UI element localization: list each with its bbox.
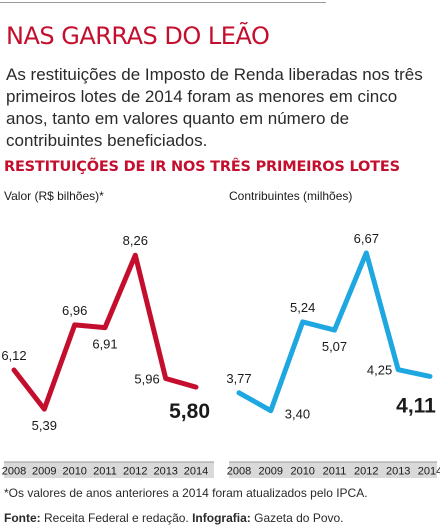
source-infografia-label: Infografia: (192, 511, 251, 525)
chart-1-axis-band (4, 462, 214, 478)
chart-1-tick-label: 2014 (184, 466, 208, 478)
chart-1-value-label: 5,96 (134, 372, 159, 387)
section-title: NAS GARRAS DO LEÃO (6, 22, 270, 50)
chart-2-tick-label: 2008 (227, 466, 251, 478)
chart-1-value-label: 5,80 (169, 400, 210, 423)
chart-1-value-label: 8,26 (123, 233, 148, 248)
footnote: *Os valores de anos anteriores a 2014 fo… (4, 486, 368, 500)
chart-2-value-label: 3,40 (285, 407, 310, 422)
chart-2-value-label: 5,24 (290, 300, 315, 315)
chart-2-value-label: 3,77 (226, 371, 251, 386)
charts-svg: Valor (R$ bilhões)* 6,12 5,39 6,96 6,91 8,26 5… (1, 189, 440, 478)
lede-paragraph: As restituições de Imposto de Renda libe… (6, 65, 423, 150)
chart-1-tick-label: 2010 (62, 466, 86, 478)
source-infografia-text: Gazeta do Povo. (254, 511, 344, 525)
source-fonte-text: Receita Federal e redação. (44, 511, 189, 525)
chart-2-tick-label: 2010 (290, 466, 314, 478)
chart-2-tick-label: 2013 (386, 466, 410, 478)
chart-1-series-line (11, 252, 199, 412)
chart-1-value-label: 5,39 (32, 418, 57, 433)
chart-2-value-label: 4,11 (396, 394, 436, 417)
chart-1-tick-label: 2008 (2, 466, 26, 478)
chart-2-value-label: 4,25 (367, 363, 392, 378)
chart-2-tick-label: 2011 (323, 466, 347, 478)
chart-1-value-label: 6,91 (92, 337, 117, 352)
chart-2-series-line (236, 250, 433, 414)
chart-1-value-label: 6,96 (62, 303, 87, 318)
chart-2-value-label: 6,67 (354, 231, 379, 246)
chart-title: RESTITUIÇÕES DE IR NOS TRÊS PRIMEIROS LO… (4, 159, 400, 175)
source-fonte-label: Fonte: (4, 511, 41, 525)
chart-1-value-label: 6,12 (1, 348, 26, 363)
chart-2-tick-label: 2012 (354, 466, 378, 478)
charts-area: Valor (R$ bilhões)* 6,12 5,39 6,96 6,91 8,26 5… (0, 180, 440, 480)
source-line: Fonte: Receita Federal e redação. Infogr… (4, 511, 344, 525)
chart-1-tick-label: 2012 (123, 466, 147, 478)
chart-1-tick-label: 2013 (153, 466, 177, 478)
top-rule (0, 2, 326, 3)
chart-2-value-label: 5,07 (322, 339, 347, 354)
chart-1-tick-label: 2009 (32, 466, 56, 478)
chart-2-tick-label: 2014 (418, 466, 440, 478)
chart-2-tick-label: 2009 (259, 466, 283, 478)
chart-1-tick-label: 2011 (93, 466, 117, 478)
chart-2-axis-band (229, 462, 437, 478)
chart-1-title: Valor (R$ bilhões)* (4, 189, 104, 203)
chart-2-title: Contribuintes (milhões) (229, 189, 352, 203)
